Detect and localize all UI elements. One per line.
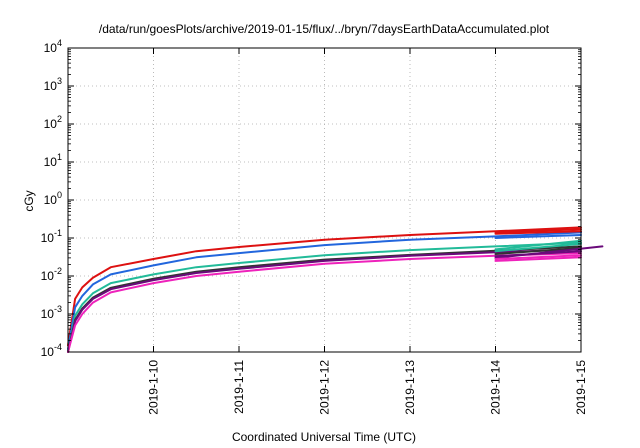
x-tick-label: 2019-1-12 (318, 360, 332, 415)
chart-title: /data/run/goesPlots/archive/2019-01-15/f… (99, 22, 550, 36)
x-tick-label: 2019-1-10 (147, 360, 161, 415)
series-line (67, 231, 582, 350)
y-tick-label: 10-1 (41, 228, 62, 245)
y-tick-label: 10-2 (41, 266, 62, 283)
x-tick-label: 2019-1-11 (232, 360, 246, 414)
y-axis-label: cGy (22, 190, 36, 211)
series-line (494, 254, 582, 260)
y-tick-label: 10-3 (41, 304, 62, 321)
y-tick-label: 10-4 (41, 342, 62, 359)
series-line (494, 242, 582, 253)
series-line (494, 256, 582, 262)
series-line (494, 228, 582, 234)
x-axis-ticks: 2019-1-10 2019-1-11 2019-1-12 2019-1-13 2019… (147, 48, 588, 415)
series-line (67, 248, 582, 353)
grid (68, 48, 581, 352)
series-line (494, 245, 604, 259)
y-tick-label: 100 (44, 190, 62, 207)
series-line (67, 226, 582, 347)
y-axis-ticks: 10-4 10-3 10-2 10-1 100 101 102 103 104 (41, 38, 581, 359)
series-line (494, 230, 582, 235)
x-tick-label: 2019-1-15 (574, 360, 588, 415)
series-line (67, 252, 582, 353)
series-group (67, 226, 604, 353)
series-line (494, 234, 582, 239)
series-line (494, 246, 582, 255)
x-tick-label: 2019-1-13 (403, 360, 417, 415)
y-tick-label: 104 (44, 38, 62, 55)
series-line (67, 241, 582, 353)
y-tick-label: 101 (44, 152, 62, 169)
x-tick-label: 2019-1-14 (489, 360, 503, 415)
y-tick-label: 103 (44, 76, 62, 93)
x-axis-label: Coordinated Universal Time (UTC) (232, 430, 416, 444)
y-tick-label: 102 (44, 114, 62, 131)
series-line (494, 239, 582, 251)
